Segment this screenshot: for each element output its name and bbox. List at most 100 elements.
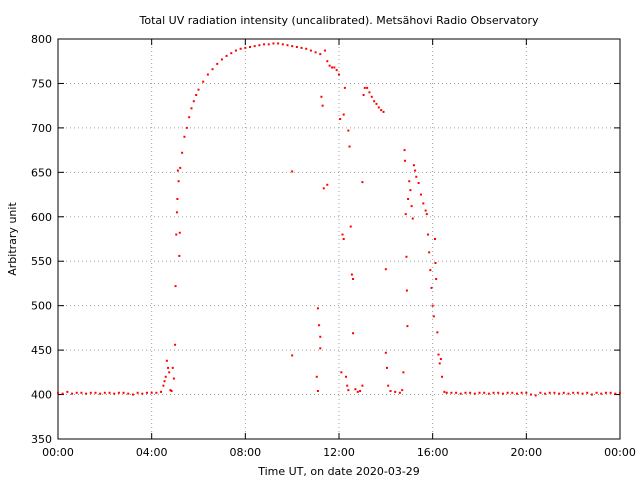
data-point: [164, 375, 167, 378]
data-point: [220, 58, 223, 61]
data-point: [57, 391, 59, 394]
data-point: [350, 273, 353, 276]
data-point: [272, 42, 275, 45]
data-point: [305, 47, 308, 50]
data-point: [359, 390, 362, 392]
data-point: [409, 189, 412, 192]
data-point: [315, 375, 318, 378]
data-point: [384, 268, 387, 271]
data-point: [176, 169, 179, 172]
data-point: [230, 52, 233, 55]
data-point: [318, 324, 321, 327]
data-point: [619, 391, 621, 394]
data-point: [127, 392, 130, 395]
data-point: [281, 43, 284, 46]
data-point: [434, 262, 437, 264]
data-point: [455, 391, 458, 394]
data-point: [356, 390, 359, 393]
data-point: [163, 380, 166, 383]
data-point: [167, 366, 170, 369]
data-point: [155, 391, 158, 394]
data-point: [61, 392, 64, 395]
y-tick-label: 600: [31, 211, 52, 224]
data-point: [438, 362, 441, 365]
data-point: [347, 389, 350, 392]
data-point: [394, 390, 397, 393]
data-point: [401, 389, 404, 392]
y-tick-label: 700: [31, 122, 52, 135]
data-point: [319, 347, 322, 350]
data-point: [398, 391, 401, 394]
data-point: [501, 392, 504, 395]
data-point: [174, 285, 177, 288]
data-point: [179, 166, 182, 169]
data-point: [407, 198, 410, 200]
data-point: [185, 126, 188, 129]
y-tick-label: 550: [31, 255, 52, 268]
data-point: [206, 73, 209, 76]
data-point: [443, 390, 446, 393]
data-point: [567, 392, 570, 395]
data-point: [178, 254, 181, 257]
data-point: [562, 391, 565, 394]
chart-title: Total UV radiation intensity (uncalibrat…: [139, 14, 539, 27]
data-point: [183, 135, 186, 138]
data-point: [113, 392, 116, 395]
data-point: [497, 391, 500, 394]
data-point: [373, 100, 376, 103]
data-point: [429, 269, 432, 272]
y-tick-label: 800: [31, 33, 52, 46]
data-point: [450, 391, 453, 394]
data-point: [361, 181, 364, 184]
data-point: [411, 217, 414, 220]
data-point: [362, 94, 365, 96]
data-point: [441, 375, 444, 378]
data-point: [581, 392, 584, 395]
data-point: [131, 393, 134, 396]
data-point: [349, 225, 352, 228]
y-axis: 350 400 450 500 550 600 650 700 750 800: [31, 33, 620, 446]
y-tick-label: 400: [31, 389, 52, 402]
data-point: [178, 231, 181, 234]
data-point: [439, 358, 442, 360]
data-point: [436, 331, 439, 334]
data-point: [326, 60, 329, 63]
y-tick-label: 500: [31, 300, 52, 313]
data-point: [323, 49, 326, 52]
data-point: [244, 46, 247, 49]
data-point: [197, 88, 200, 91]
data-point: [609, 391, 612, 394]
data-point: [478, 391, 481, 394]
data-point: [339, 118, 342, 120]
data-point: [300, 46, 303, 49]
data-point: [576, 391, 579, 394]
data-point: [422, 202, 425, 205]
data-point: [363, 86, 366, 89]
data-point: [375, 102, 378, 105]
data-point: [553, 391, 556, 394]
data-point: [322, 187, 325, 190]
data-point: [402, 371, 405, 374]
data-point: [424, 209, 427, 212]
data-point: [320, 95, 323, 98]
data-point: [380, 109, 383, 112]
data-point: [534, 394, 537, 397]
data-point: [89, 391, 92, 394]
data-point: [558, 392, 561, 395]
data-point: [150, 391, 153, 394]
data-point: [430, 286, 433, 289]
data-point: [410, 205, 413, 208]
y-tick-label: 350: [31, 433, 52, 446]
data-point: [403, 149, 406, 152]
data-point: [174, 343, 177, 346]
data-point: [425, 213, 428, 216]
data-point: [539, 391, 542, 394]
y-axis-label: Arbitrary unit: [6, 202, 19, 276]
data-point: [340, 371, 343, 374]
data-point: [377, 106, 380, 109]
data-point: [382, 110, 385, 113]
data-point: [168, 371, 171, 374]
data-point: [170, 390, 173, 392]
x-tick-label: 00:00: [604, 446, 636, 459]
data-point: [464, 391, 467, 394]
